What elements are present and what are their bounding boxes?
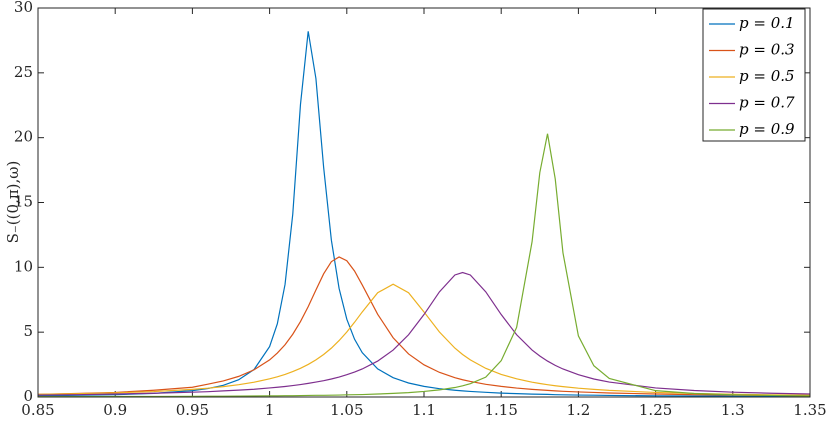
legend-label: p = 0.3 (739, 41, 795, 59)
x-tick-label: 1 (265, 401, 275, 419)
data-line (37, 256, 811, 397)
x-tick-label: 1.25 (639, 401, 672, 419)
data-line (37, 271, 811, 396)
legend-box (702, 8, 806, 142)
x-tick-label: 1.15 (484, 401, 517, 419)
x-tick-label: 1.1 (412, 401, 436, 419)
data-line (38, 133, 811, 398)
x-tick-label: 1.05 (330, 401, 363, 419)
data-line (37, 283, 811, 396)
y-tick-label: 5 (23, 322, 33, 340)
x-tick-label: 1.2 (566, 401, 590, 419)
plot-area (38, 8, 810, 397)
legend-label: p = 0.1 (739, 14, 795, 32)
y-tick-label: 0 (23, 387, 33, 405)
axes-box (37, 7, 811, 398)
legend-label: p = 0.9 (739, 120, 795, 138)
x-tick-label: 0.85 (21, 401, 54, 419)
y-tick-label: 10 (14, 257, 33, 275)
legend-label: p = 0.7 (739, 94, 795, 112)
y-tick-label: 15 (14, 193, 33, 211)
x-tick-label: 1.35 (793, 401, 826, 419)
y-tick-label: 25 (14, 63, 33, 81)
y-tick-label: 30 (14, 0, 33, 16)
y-axis-label: S₋((0,π),ω) (4, 161, 22, 244)
x-tick-label: 1.3 (721, 401, 745, 419)
x-tick-label: 0.9 (103, 401, 127, 419)
y-tick-label: 20 (14, 128, 33, 146)
legend-label: p = 0.5 (739, 67, 795, 85)
data-line (37, 31, 810, 397)
x-tick-label: 0.95 (176, 401, 209, 419)
